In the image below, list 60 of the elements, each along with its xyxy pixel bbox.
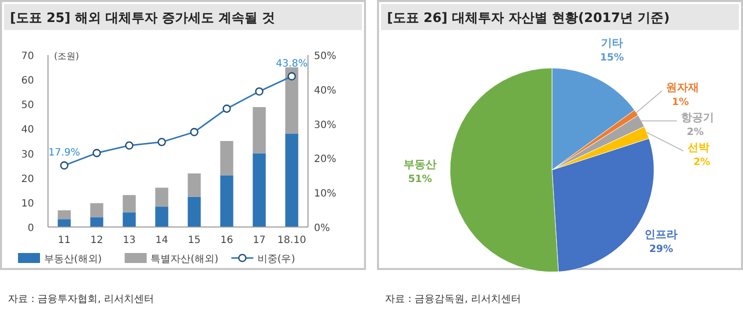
y-tick-label: 10 [21, 198, 34, 210]
y-tick-label: 50 [21, 100, 34, 112]
data-label: 43.8% [276, 58, 308, 70]
y-tick-label: 60 [21, 76, 34, 87]
x-tick-label: 16 [220, 235, 234, 246]
x-tick-label: 15 [188, 235, 201, 246]
data-label: 2% [693, 156, 710, 168]
slice-label: 기타 [600, 36, 623, 50]
bar [122, 195, 136, 212]
y2-tick-label: 20% [314, 154, 336, 166]
x-tick-label: 18.10 [277, 235, 306, 246]
y2-tick-label: 10% [314, 188, 336, 200]
bar [285, 134, 298, 227]
bar [155, 206, 168, 227]
slice-label: 항공기 [680, 110, 714, 124]
y-tick-label: 70 [21, 51, 34, 62]
bar [58, 210, 71, 220]
y2-tick-label: 40% [314, 85, 336, 96]
bar [90, 203, 104, 218]
bar [188, 173, 201, 197]
x-tick-label: 12 [90, 235, 104, 246]
y2-tick-label: 50% [314, 51, 336, 62]
data-label: 1% [672, 96, 689, 108]
text: 자료 : 금융감독원, 리서치센터 [385, 294, 522, 305]
y-tick-label: 0 [28, 223, 34, 234]
bar [252, 153, 266, 227]
data-label: 17.9% [48, 147, 80, 158]
legend-label: 비중(우) [257, 254, 296, 265]
slice-label: 원자재 [666, 80, 699, 94]
data-label: 15% [600, 52, 624, 64]
bar [285, 67, 298, 134]
y-tick-label: 20 [21, 174, 34, 185]
text: 자료 : 금융투자협회, 리서치센터 [8, 294, 154, 305]
slice-label: 선박 [687, 140, 710, 154]
legend-label: 부동산(해외) [44, 254, 102, 265]
chart-title: [도표 26] 대체투자 자산별 현황(2017년 기준) [387, 11, 670, 26]
slice-label: 인프라 [644, 228, 678, 242]
y2-tick-label: 30% [314, 120, 336, 131]
chart-title: [도표 25] 해외 대체투자 증가세도 계속될 것 [10, 11, 276, 26]
bar [90, 217, 104, 227]
y2-tick-label: 0% [314, 223, 330, 234]
legend-label: 특별자산(해외) [150, 254, 219, 265]
bar [220, 175, 234, 227]
bar [220, 141, 234, 176]
data-label: 2% [686, 126, 704, 138]
bar [252, 107, 266, 154]
bar [188, 196, 201, 227]
y-tick-label: 30 [21, 149, 34, 160]
data-label: 51% [408, 174, 432, 186]
bar [122, 212, 136, 227]
x-tick-label: 17 [252, 235, 266, 246]
y-tick-label: 40 [21, 124, 34, 136]
slice-label: 부동산 [404, 158, 437, 172]
x-tick-label: 13 [122, 235, 136, 246]
data-label: 29% [649, 244, 674, 256]
bar [155, 188, 168, 207]
x-tick-label: 14 [155, 235, 168, 246]
y-axis-title: (조원) [54, 52, 80, 62]
x-tick-label: 11 [58, 235, 71, 246]
bar [58, 219, 71, 227]
